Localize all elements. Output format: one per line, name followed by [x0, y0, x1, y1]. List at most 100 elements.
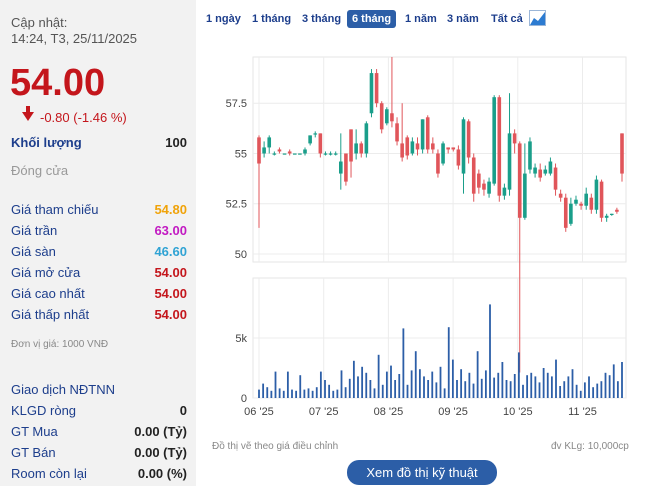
- volume-bar: [476, 351, 479, 398]
- ref-price-label: Giá tham chiếu: [11, 202, 99, 217]
- candle-body: [517, 143, 522, 218]
- tab-3-months[interactable]: 3 tháng: [302, 13, 342, 25]
- candle-body: [359, 143, 364, 154]
- volume-bar: [262, 383, 265, 398]
- candle-body: [543, 169, 548, 174]
- volume-bar: [621, 362, 623, 398]
- candle-body: [456, 149, 461, 166]
- x-tick-label: 09 '25: [438, 406, 468, 418]
- volume-row: Khối lượng 100: [11, 134, 187, 152]
- price-change-value: -0.80 (-1.46 %): [40, 110, 127, 125]
- candle-body: [328, 153, 333, 155]
- low-price-row: Giá thấp nhất 54.00: [11, 306, 187, 324]
- volume-bar: [402, 328, 405, 398]
- sell-value: 0.00 (Tỷ): [134, 445, 187, 460]
- volume-bar: [456, 380, 458, 398]
- tab-6-months[interactable]: 6 tháng: [347, 10, 397, 28]
- candle-body: [579, 203, 583, 206]
- candle-body: [410, 141, 415, 154]
- volume-bar: [588, 376, 590, 398]
- candle-body: [420, 119, 425, 150]
- x-tick-label: 07 '25: [309, 406, 339, 418]
- candle-body: [379, 103, 384, 130]
- candle-body: [323, 153, 328, 155]
- volume-bar: [357, 376, 359, 398]
- volume-bar: [596, 383, 599, 398]
- volume-bar: [410, 370, 413, 398]
- volume-bar: [608, 375, 611, 398]
- volume-bar: [394, 380, 397, 398]
- price-tick-label: 57.5: [226, 98, 247, 110]
- candle-body: [451, 147, 456, 150]
- candle-body: [292, 153, 297, 155]
- volume-bar: [373, 388, 376, 398]
- candle-body: [400, 143, 404, 158]
- volume-bar: [332, 390, 335, 398]
- volume-bar: [563, 381, 566, 398]
- volume-bar: [484, 370, 487, 398]
- volume-bar: [522, 384, 524, 398]
- volume-bar: [443, 388, 446, 398]
- tab-3-years[interactable]: 3 năm: [447, 13, 479, 25]
- candle-body: [277, 149, 282, 152]
- volume-bar: [291, 389, 293, 398]
- candle-body: [477, 173, 481, 188]
- volume-bar: [480, 378, 483, 398]
- volume-bar: [324, 380, 326, 398]
- volume-bar: [505, 380, 508, 398]
- volume-bar: [423, 376, 425, 398]
- volume-bar: [435, 382, 438, 398]
- volume-bar: [509, 381, 512, 398]
- candle-body: [446, 147, 450, 150]
- volume-bar: [381, 384, 384, 398]
- low-price-value: 54.00: [154, 307, 187, 322]
- candle-body: [487, 181, 491, 194]
- candle-body: [425, 117, 430, 150]
- tab-1-day[interactable]: 1 ngày: [206, 13, 241, 25]
- volume-bar: [439, 366, 442, 398]
- candle-body: [553, 167, 558, 190]
- volume-bar: [472, 383, 475, 398]
- volume-bar: [538, 382, 541, 398]
- tab-1-year[interactable]: 1 năm: [405, 13, 437, 25]
- candle-body: [390, 113, 394, 122]
- quote-panel: Cập nhật: 14:24, T3, 25/11/2025 54.00 -0…: [0, 0, 196, 486]
- close-row: Đóng cửa: [11, 162, 187, 180]
- candle-body: [558, 193, 563, 198]
- volume-bar: [431, 371, 434, 398]
- floor-price-label: Giá sàn: [11, 244, 56, 259]
- volume-bar: [546, 372, 549, 398]
- volume-bar: [600, 381, 603, 398]
- candle-body: [507, 133, 512, 190]
- price-panel-frame: [252, 56, 627, 263]
- volume-bar: [592, 387, 595, 398]
- candle-body: [267, 137, 272, 148]
- buy-value: 0.00 (Tỷ): [134, 424, 187, 439]
- candle-body: [502, 187, 507, 196]
- volume-bar: [468, 372, 471, 398]
- candle-body: [599, 181, 604, 218]
- open-price-label: Giá mở cửa: [11, 265, 81, 280]
- volume-bar: [398, 374, 401, 398]
- candle-body: [574, 199, 578, 204]
- candle-body: [405, 137, 410, 156]
- volume-bar: [571, 369, 574, 398]
- update-label: Cập nhật:: [11, 15, 68, 30]
- volume-bar: [542, 368, 545, 398]
- volume-bar: [616, 381, 619, 398]
- volume-bar: [447, 327, 450, 398]
- close-label: Đóng cửa: [11, 163, 69, 178]
- area-chart-icon[interactable]: [529, 10, 547, 27]
- technical-chart-button[interactable]: Xem đồ thị kỹ thuật: [347, 460, 497, 485]
- candle-body: [318, 133, 323, 154]
- volume-bar: [530, 372, 533, 398]
- volume-bar: [497, 372, 500, 398]
- tab-1-month[interactable]: 1 tháng: [252, 13, 292, 25]
- volume-bar: [464, 381, 467, 398]
- candle-body: [374, 73, 379, 104]
- high-price-value: 54.00: [154, 286, 187, 301]
- arrow-down-icon: [22, 106, 34, 121]
- volume-bar: [451, 359, 454, 398]
- foreign-title-row: Giao dịch NĐTNN: [11, 381, 187, 399]
- tab-all[interactable]: Tất cả: [491, 13, 523, 25]
